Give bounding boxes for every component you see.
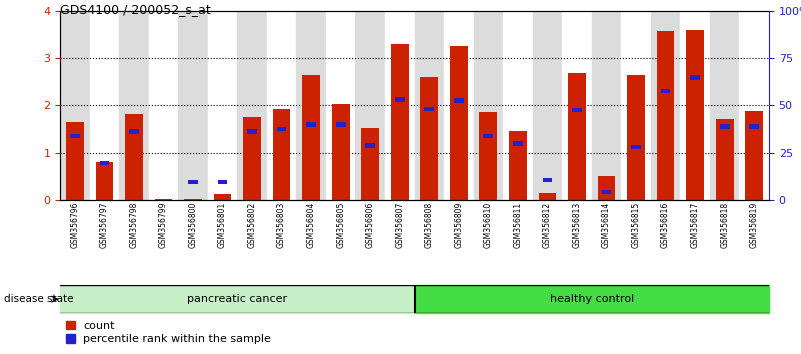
- Bar: [749, 124, 759, 129]
- Bar: [248, 129, 257, 134]
- Bar: [650, 11, 680, 200]
- Bar: [267, 11, 296, 200]
- Bar: [450, 46, 468, 200]
- Text: disease state: disease state: [4, 294, 74, 304]
- Bar: [513, 141, 523, 145]
- Bar: [562, 11, 592, 200]
- Bar: [568, 73, 586, 200]
- Bar: [272, 109, 291, 200]
- Bar: [214, 194, 231, 200]
- Bar: [276, 127, 287, 131]
- Bar: [598, 176, 615, 200]
- Bar: [188, 179, 198, 184]
- Bar: [533, 11, 562, 200]
- Bar: [421, 77, 438, 200]
- Bar: [415, 11, 444, 200]
- Bar: [361, 128, 379, 200]
- Bar: [592, 11, 622, 200]
- Bar: [572, 108, 582, 113]
- Bar: [415, 285, 769, 313]
- Bar: [99, 161, 109, 165]
- Bar: [661, 89, 670, 93]
- Bar: [155, 199, 172, 200]
- Legend: count, percentile rank within the sample: count, percentile rank within the sample: [66, 321, 272, 344]
- Bar: [710, 11, 739, 200]
- Bar: [542, 178, 553, 183]
- Bar: [95, 162, 113, 200]
- Bar: [296, 11, 326, 200]
- Bar: [680, 11, 710, 200]
- Bar: [627, 75, 645, 200]
- Bar: [326, 11, 356, 200]
- Bar: [237, 11, 267, 200]
- Bar: [60, 285, 415, 313]
- Bar: [149, 11, 178, 200]
- Bar: [218, 179, 227, 184]
- Bar: [119, 11, 149, 200]
- Text: healthy control: healthy control: [549, 294, 634, 304]
- Text: pancreatic cancer: pancreatic cancer: [187, 294, 288, 304]
- Bar: [473, 11, 503, 200]
- Bar: [484, 134, 493, 138]
- Bar: [480, 113, 497, 200]
- Bar: [356, 11, 385, 200]
- Text: GDS4100 / 200052_s_at: GDS4100 / 200052_s_at: [60, 3, 211, 16]
- Bar: [602, 190, 611, 194]
- Bar: [60, 11, 90, 200]
- Bar: [306, 122, 316, 127]
- Bar: [90, 11, 119, 200]
- Bar: [70, 134, 80, 138]
- Bar: [425, 107, 434, 112]
- Bar: [391, 44, 409, 200]
- Bar: [332, 104, 349, 200]
- Bar: [720, 124, 730, 129]
- Bar: [509, 131, 527, 200]
- Bar: [739, 11, 769, 200]
- Bar: [336, 122, 345, 127]
- Bar: [657, 30, 674, 200]
- Bar: [745, 112, 763, 200]
- Bar: [244, 117, 261, 200]
- Bar: [385, 11, 415, 200]
- Bar: [66, 122, 83, 200]
- Bar: [395, 97, 405, 102]
- Bar: [129, 129, 139, 134]
- Bar: [538, 193, 556, 200]
- Bar: [686, 29, 704, 200]
- Bar: [365, 143, 375, 148]
- Bar: [454, 98, 464, 103]
- Bar: [125, 114, 143, 200]
- Bar: [716, 119, 734, 200]
- Bar: [690, 75, 700, 80]
- Bar: [184, 199, 202, 200]
- Bar: [207, 11, 237, 200]
- Bar: [302, 75, 320, 200]
- Bar: [178, 11, 207, 200]
- Bar: [622, 11, 650, 200]
- Bar: [503, 11, 533, 200]
- Bar: [444, 11, 473, 200]
- Bar: [631, 145, 641, 149]
